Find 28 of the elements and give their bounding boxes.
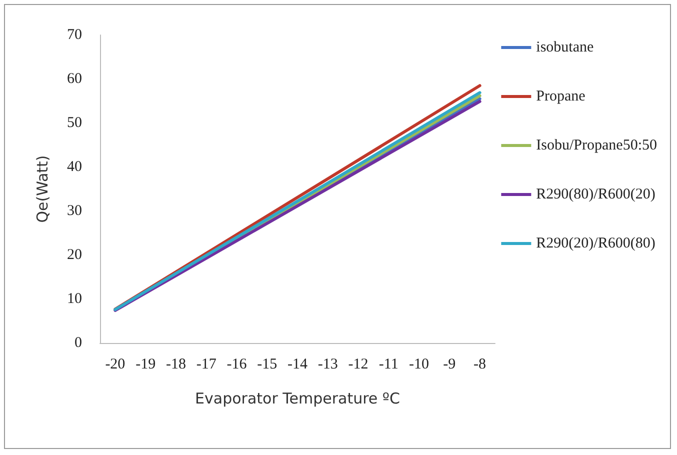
x-tick-label: -8 [474, 356, 486, 372]
legend-label: Isobu/Propane50:50 [536, 138, 658, 154]
y-tick-label: 20 [67, 247, 82, 263]
x-tick-label: -10 [409, 356, 430, 372]
x-tick-label: -17 [196, 356, 217, 372]
y-tick-label: 60 [67, 71, 82, 87]
x-tick-label: -11 [378, 356, 398, 372]
x-tick-label: -14 [288, 356, 308, 372]
x-tick-label: -12 [348, 356, 368, 372]
y-tick-label: 30 [67, 203, 82, 219]
y-tick-label: 10 [67, 291, 82, 307]
y-tick-label: 50 [67, 115, 82, 131]
y-tick-label: 70 [67, 27, 82, 43]
y-tick-label: 0 [74, 335, 82, 351]
x-tick-label: -13 [318, 356, 338, 372]
x-axis-title: Evaporator Temperature ºC [195, 390, 400, 408]
x-tick-label: -16 [226, 356, 248, 372]
x-tick-label: -18 [166, 356, 186, 372]
x-tick-label: -20 [105, 356, 126, 372]
legend-label: isobutane [536, 40, 594, 56]
legend-label: R290(20)/R600(80) [536, 236, 656, 252]
x-tick-label: -9 [443, 356, 456, 372]
x-tick-label: -15 [257, 356, 278, 372]
y-axis-title: Qe(Watt) [34, 155, 52, 223]
x-tick-label: -19 [136, 356, 156, 372]
legend-label: R290(80)/R600(20) [536, 186, 656, 202]
y-tick-label: 40 [67, 159, 82, 175]
legend-label: Propane [536, 88, 586, 104]
